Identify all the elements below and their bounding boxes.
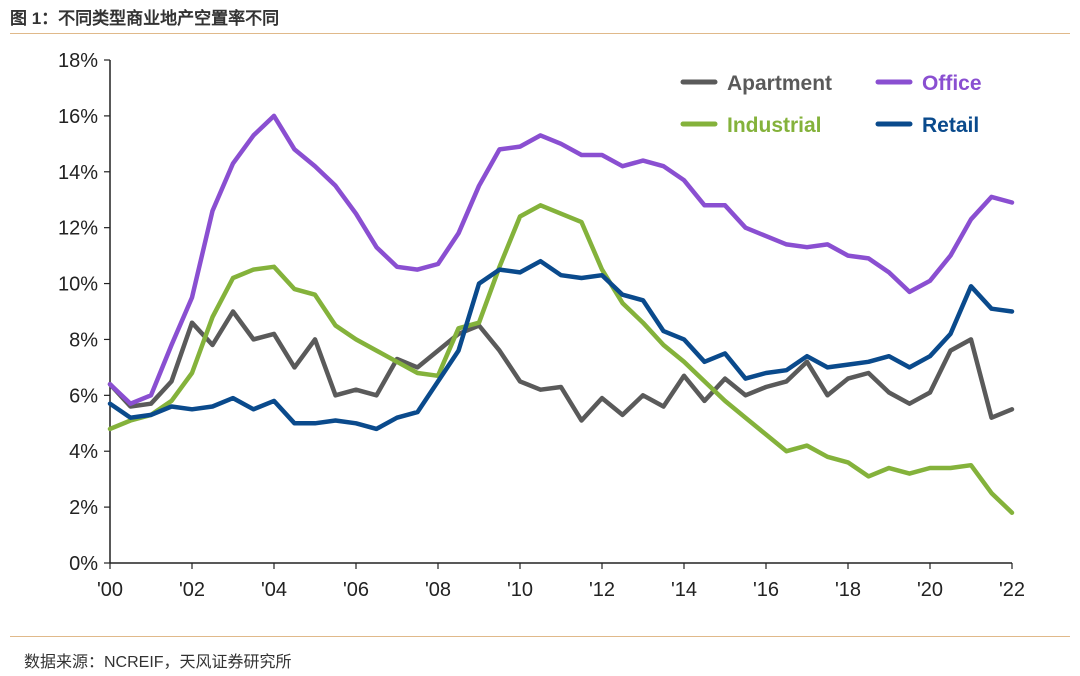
x-tick-label: '12: [589, 579, 615, 601]
chart-axes: 0% 2% 4% 6% 8% 10% 12% 14% 16% 18% '00 '02 '04 '06 '08…: [58, 50, 1025, 601]
x-tick-label: '06: [343, 579, 369, 601]
y-tick-label: 4%: [69, 441, 98, 463]
bottom-rule: [10, 636, 1070, 637]
y-tick-label: 16%: [58, 106, 98, 128]
legend-label-office: Office: [922, 72, 982, 95]
x-tick-label: '14: [671, 579, 697, 601]
x-tick-label: '00: [97, 579, 123, 601]
series-line-industrial: [107, 203, 1015, 515]
x-tick-label: '10: [507, 579, 533, 601]
legend-label-apartment: Apartment: [727, 72, 832, 95]
source-note: 数据来源：NCREIF，天风证券研究所: [24, 654, 292, 671]
legend-label-retail: Retail: [922, 114, 979, 137]
legend-label-industrial: Industrial: [727, 114, 822, 137]
x-tick-label: '04: [261, 579, 287, 601]
y-tick-label: 18%: [58, 50, 98, 72]
series-line-office: [107, 113, 1015, 406]
chart-series: [107, 113, 1015, 515]
y-tick-label: 10%: [58, 274, 98, 296]
y-tick-label: 2%: [69, 497, 98, 519]
series-line-retail: [107, 258, 1015, 432]
chart-legend: Apartment Office Industrial Retail: [680, 72, 982, 137]
x-tick-label: '02: [179, 579, 205, 601]
y-tick-label: 14%: [58, 162, 98, 184]
y-tick-label: 6%: [69, 385, 98, 407]
x-tick-label: '16: [753, 579, 779, 601]
x-tick-label: '20: [917, 579, 943, 601]
figure-title: 图 1：不同类型商业地产空置率不同: [10, 9, 280, 28]
y-tick-label: 12%: [58, 218, 98, 240]
x-tick-label: '08: [425, 579, 451, 601]
y-tick-label: 0%: [69, 553, 98, 575]
y-tick-label: 8%: [69, 329, 98, 351]
series-line-apartment: [107, 309, 1015, 423]
x-tick-label: '18: [835, 579, 861, 601]
line-chart: 0% 2% 4% 6% 8% 10% 12% 14% 16% 18% '00 '02 '04 '06 '08…: [58, 50, 1025, 601]
x-tick-label: '22: [999, 579, 1025, 601]
top-rule: [10, 33, 1070, 34]
